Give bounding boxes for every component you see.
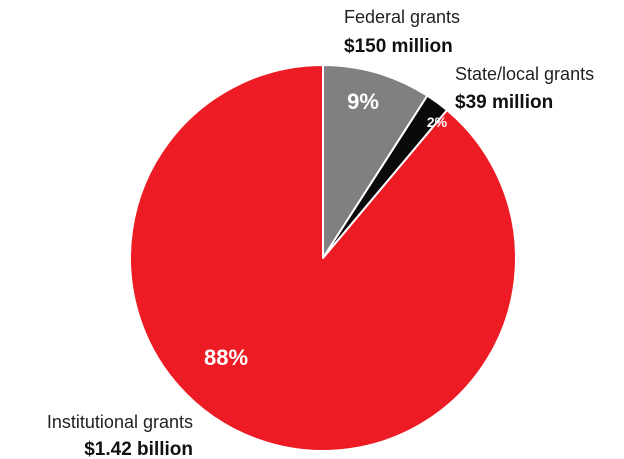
- label-federal-grants: Federal grants: [344, 7, 460, 27]
- amount-state-local-grants: $39 million: [455, 92, 553, 113]
- label-institutional-grants: Institutional grants: [47, 412, 193, 432]
- pie-slices: [129, 64, 517, 452]
- slice-institutional-grants: [129, 64, 517, 452]
- amount-federal-grants: $150 million: [344, 36, 453, 57]
- slice-percent-federal: 9%: [347, 89, 379, 114]
- slice-percent-state-local: 2%: [427, 114, 448, 130]
- label-state-local-grants: State/local grants: [455, 64, 594, 84]
- amount-institutional-grants: $1.42 billion: [84, 439, 193, 459]
- slice-federal-grants: [322, 64, 429, 259]
- slice-percent-institutional: 88%: [204, 345, 248, 370]
